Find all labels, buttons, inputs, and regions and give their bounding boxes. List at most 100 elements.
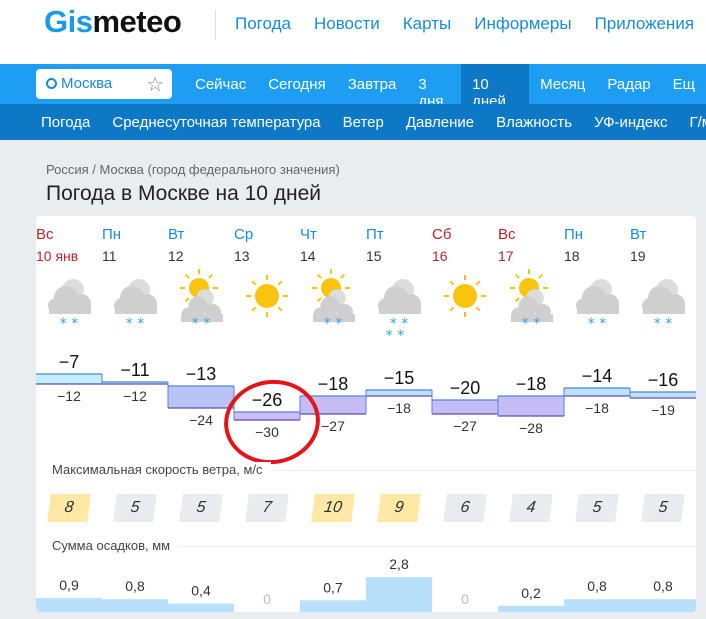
snowflake-icon: * * [126,316,144,332]
subnav-item[interactable]: Среднесуточная температура [112,114,321,131]
day-of-week: Вт [168,226,185,243]
wind-speed-badge: 6 [443,494,487,522]
precip-value: 0,8 [125,578,145,594]
top-link[interactable]: Информеры [474,14,572,33]
favorite-star-icon[interactable]: ☆ [146,74,164,96]
min-temp-label: −24 [189,412,213,428]
min-temp-label: −18 [387,400,411,416]
subnav-item[interactable]: Давление [405,114,475,131]
precip-value: 0,9 [59,577,79,593]
sun-ray [475,306,481,312]
cloud-icon [49,306,91,314]
wind-speed-badge: 10 [311,494,355,522]
day-date: 13 [234,248,250,264]
max-temp-label: −13 [186,364,217,384]
temperature-chart: * * −7 −12 0,9 * * −11 −12 0,8 * * −13 −24 0,4 −26 −3… [36,269,696,612]
nav-tab[interactable]: Сейчас [195,76,247,93]
top-link[interactable]: Погода [235,14,291,33]
temperature-band [498,396,564,416]
nav-tab[interactable]: 3 дня [418,76,444,110]
day-date: 12 [168,248,184,264]
divider [52,546,696,547]
forecast-card: * * −7 −12 0,9 * * −11 −12 0,8 * * −13 −24 0,4 −26 −3… [36,216,696,612]
precip-value: 2,8 [389,556,409,572]
top-link[interactable]: Приложения [594,14,695,33]
precip-section-title: Сумма осадков, мм [52,538,179,553]
cloud-icon [511,314,553,322]
cloud-icon [313,314,355,322]
top-link[interactable]: Карты [402,14,452,33]
sun-icon [255,284,279,308]
nav-tab[interactable]: 10 дней [461,64,530,110]
gismeteo-logo[interactable]: Gismeteo [44,4,182,39]
min-temp-label: −12 [57,388,81,404]
temperature-band [234,412,300,420]
day-of-week: Пн [102,226,122,243]
day-date: 14 [300,248,316,264]
sun-ray [316,273,322,279]
precip-value: 0,8 [653,578,673,594]
temperature-band [102,382,168,384]
wind-speed-badge: 4 [509,494,553,522]
max-temp-label: −15 [384,368,415,388]
precip-bar [564,599,630,612]
temperature-band [168,386,234,408]
subnav-item[interactable]: УФ-индекс [594,114,668,131]
max-temp-label: −18 [318,374,349,394]
max-temp-label: −18 [516,374,547,394]
max-temp-label: −26 [252,390,283,410]
divider [52,470,696,471]
sun-ray [514,297,520,303]
precip-value: 0 [461,591,469,607]
top-links: Погода Новости Карты Информеры Приложения [235,14,694,34]
subnav-item[interactable]: Ветер [342,114,384,131]
day-of-week: Вс [36,226,54,243]
max-temp-label: −20 [450,378,481,398]
day-of-week: Сб [432,226,452,243]
sun-ray [208,273,214,279]
snowflake-icon: * * [386,328,404,344]
sub-nav: Погода Среднесуточная температура Ветер Дав… [0,104,706,140]
subnav-item[interactable]: Влажность [496,114,573,131]
nav-tab[interactable]: Сегодня [268,76,326,93]
min-temp-label: −28 [519,420,543,436]
precip-value: 0,7 [323,579,343,595]
top-link[interactable]: Новости [313,14,380,33]
precip-value: 0,4 [191,583,211,599]
sun-ray [251,280,257,286]
nav-tab[interactable]: Ещ [672,76,695,93]
subnav-item[interactable]: Г/м а [689,114,706,131]
precip-bar [498,605,564,612]
precip-bar [168,603,234,612]
nav-tab[interactable]: Месяц [540,76,586,93]
day-of-week: Ср [234,226,254,243]
cloud-icon [379,306,421,314]
breadcrumb-city[interactable]: Москва (город федерального значения) [99,162,340,177]
sun-ray [340,273,346,279]
breadcrumb-country[interactable]: Россия [46,162,89,177]
city-search-input[interactable]: Москва ☆ [36,69,172,99]
wind-speed-badge: 8 [47,494,91,522]
sun-ray [449,306,455,312]
precip-bar [102,599,168,612]
sun-ray [277,306,283,312]
wind-speed-badge: 9 [377,494,421,522]
min-temp-label: −12 [123,388,147,404]
cloud-icon [115,306,157,314]
max-temp-label: −16 [648,370,679,390]
day-of-week: Вс [498,226,516,243]
temperature-band [36,374,102,384]
breadcrumb: Россия / Москва (город федерального знач… [46,162,340,177]
nav-tab[interactable]: Радар [607,76,651,93]
cloud-icon [577,306,619,314]
sun-ray [277,280,283,286]
precip-value: 0,8 [587,578,607,594]
day-of-week: Пт [366,226,384,243]
nav-tab[interactable]: Завтра [347,76,397,93]
divider [215,10,216,40]
search-icon [46,78,57,89]
min-temp-label: −27 [321,418,345,434]
snowflake-icon: * * [522,316,540,332]
subnav-item[interactable]: Погода [41,114,91,131]
sun-ray [514,273,520,279]
